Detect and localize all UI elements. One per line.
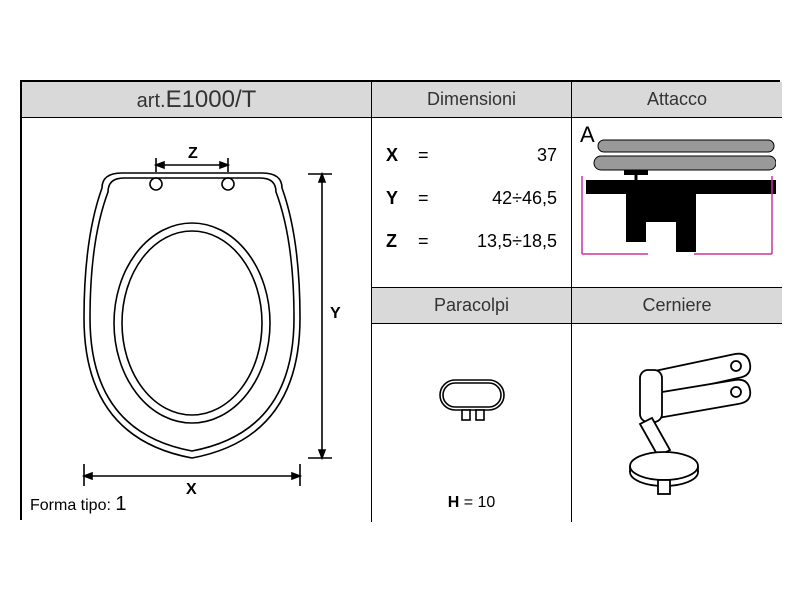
- dim-y-label: Y: [386, 177, 408, 220]
- seat-diagram-cell: Z Y X Forma tipo: 1: [22, 118, 372, 522]
- attacco-diagram: [576, 122, 776, 282]
- dim-y-eq: =: [418, 177, 434, 220]
- dim-z-eq: =: [418, 220, 434, 263]
- forma-label: Forma tipo:: [30, 497, 111, 514]
- dim-label-x: X: [186, 481, 197, 498]
- header-paracolpi: Paracolpi: [372, 288, 572, 324]
- attacco-cell: A: [572, 118, 782, 288]
- paracolpi-h-value: 10: [478, 494, 496, 511]
- dimensions-cell: X = 37 Y = 42÷46,5 Z = 13,5÷18,5: [372, 118, 572, 288]
- header-dimensioni: Dimensioni: [372, 82, 572, 118]
- header-cerniere: Cerniere: [572, 288, 782, 324]
- dim-label-y: Y: [330, 305, 341, 322]
- art-code: E1000/T: [166, 86, 257, 113]
- seat-diagram: Z Y X: [22, 118, 370, 520]
- paracolpi-h-label: H: [448, 494, 460, 511]
- header-attacco: Attacco: [572, 82, 782, 118]
- dim-row-y: Y = 42÷46,5: [386, 177, 557, 220]
- spec-sheet: art.E1000/T Dimensioni Attacco: [20, 80, 780, 520]
- dim-y-value: 42÷46,5: [444, 177, 557, 220]
- dim-z-value: 13,5÷18,5: [444, 220, 557, 263]
- paracolpi-h-eq: =: [464, 494, 473, 511]
- paracolpi-cell: H = 10: [372, 324, 572, 522]
- art-prefix: art.: [137, 90, 166, 112]
- dim-label-z: Z: [188, 145, 198, 162]
- attacco-letter: A: [580, 122, 595, 148]
- dim-row-x: X = 37: [386, 134, 557, 177]
- dim-x-label: X: [386, 134, 408, 177]
- dim-x-value: 37: [444, 134, 557, 177]
- header-art: art.E1000/T: [22, 82, 372, 118]
- paracolpi-dim: H = 10: [448, 494, 496, 512]
- forma-tipo: Forma tipo: 1: [30, 493, 127, 516]
- hinge-icon: [580, 332, 774, 520]
- bumper-icon: [380, 332, 562, 482]
- dim-z-label: Z: [386, 220, 408, 263]
- forma-value: 1: [115, 493, 126, 515]
- cerniere-cell: [572, 324, 782, 522]
- dim-row-z: Z = 13,5÷18,5: [386, 220, 557, 263]
- dim-x-eq: =: [418, 134, 434, 177]
